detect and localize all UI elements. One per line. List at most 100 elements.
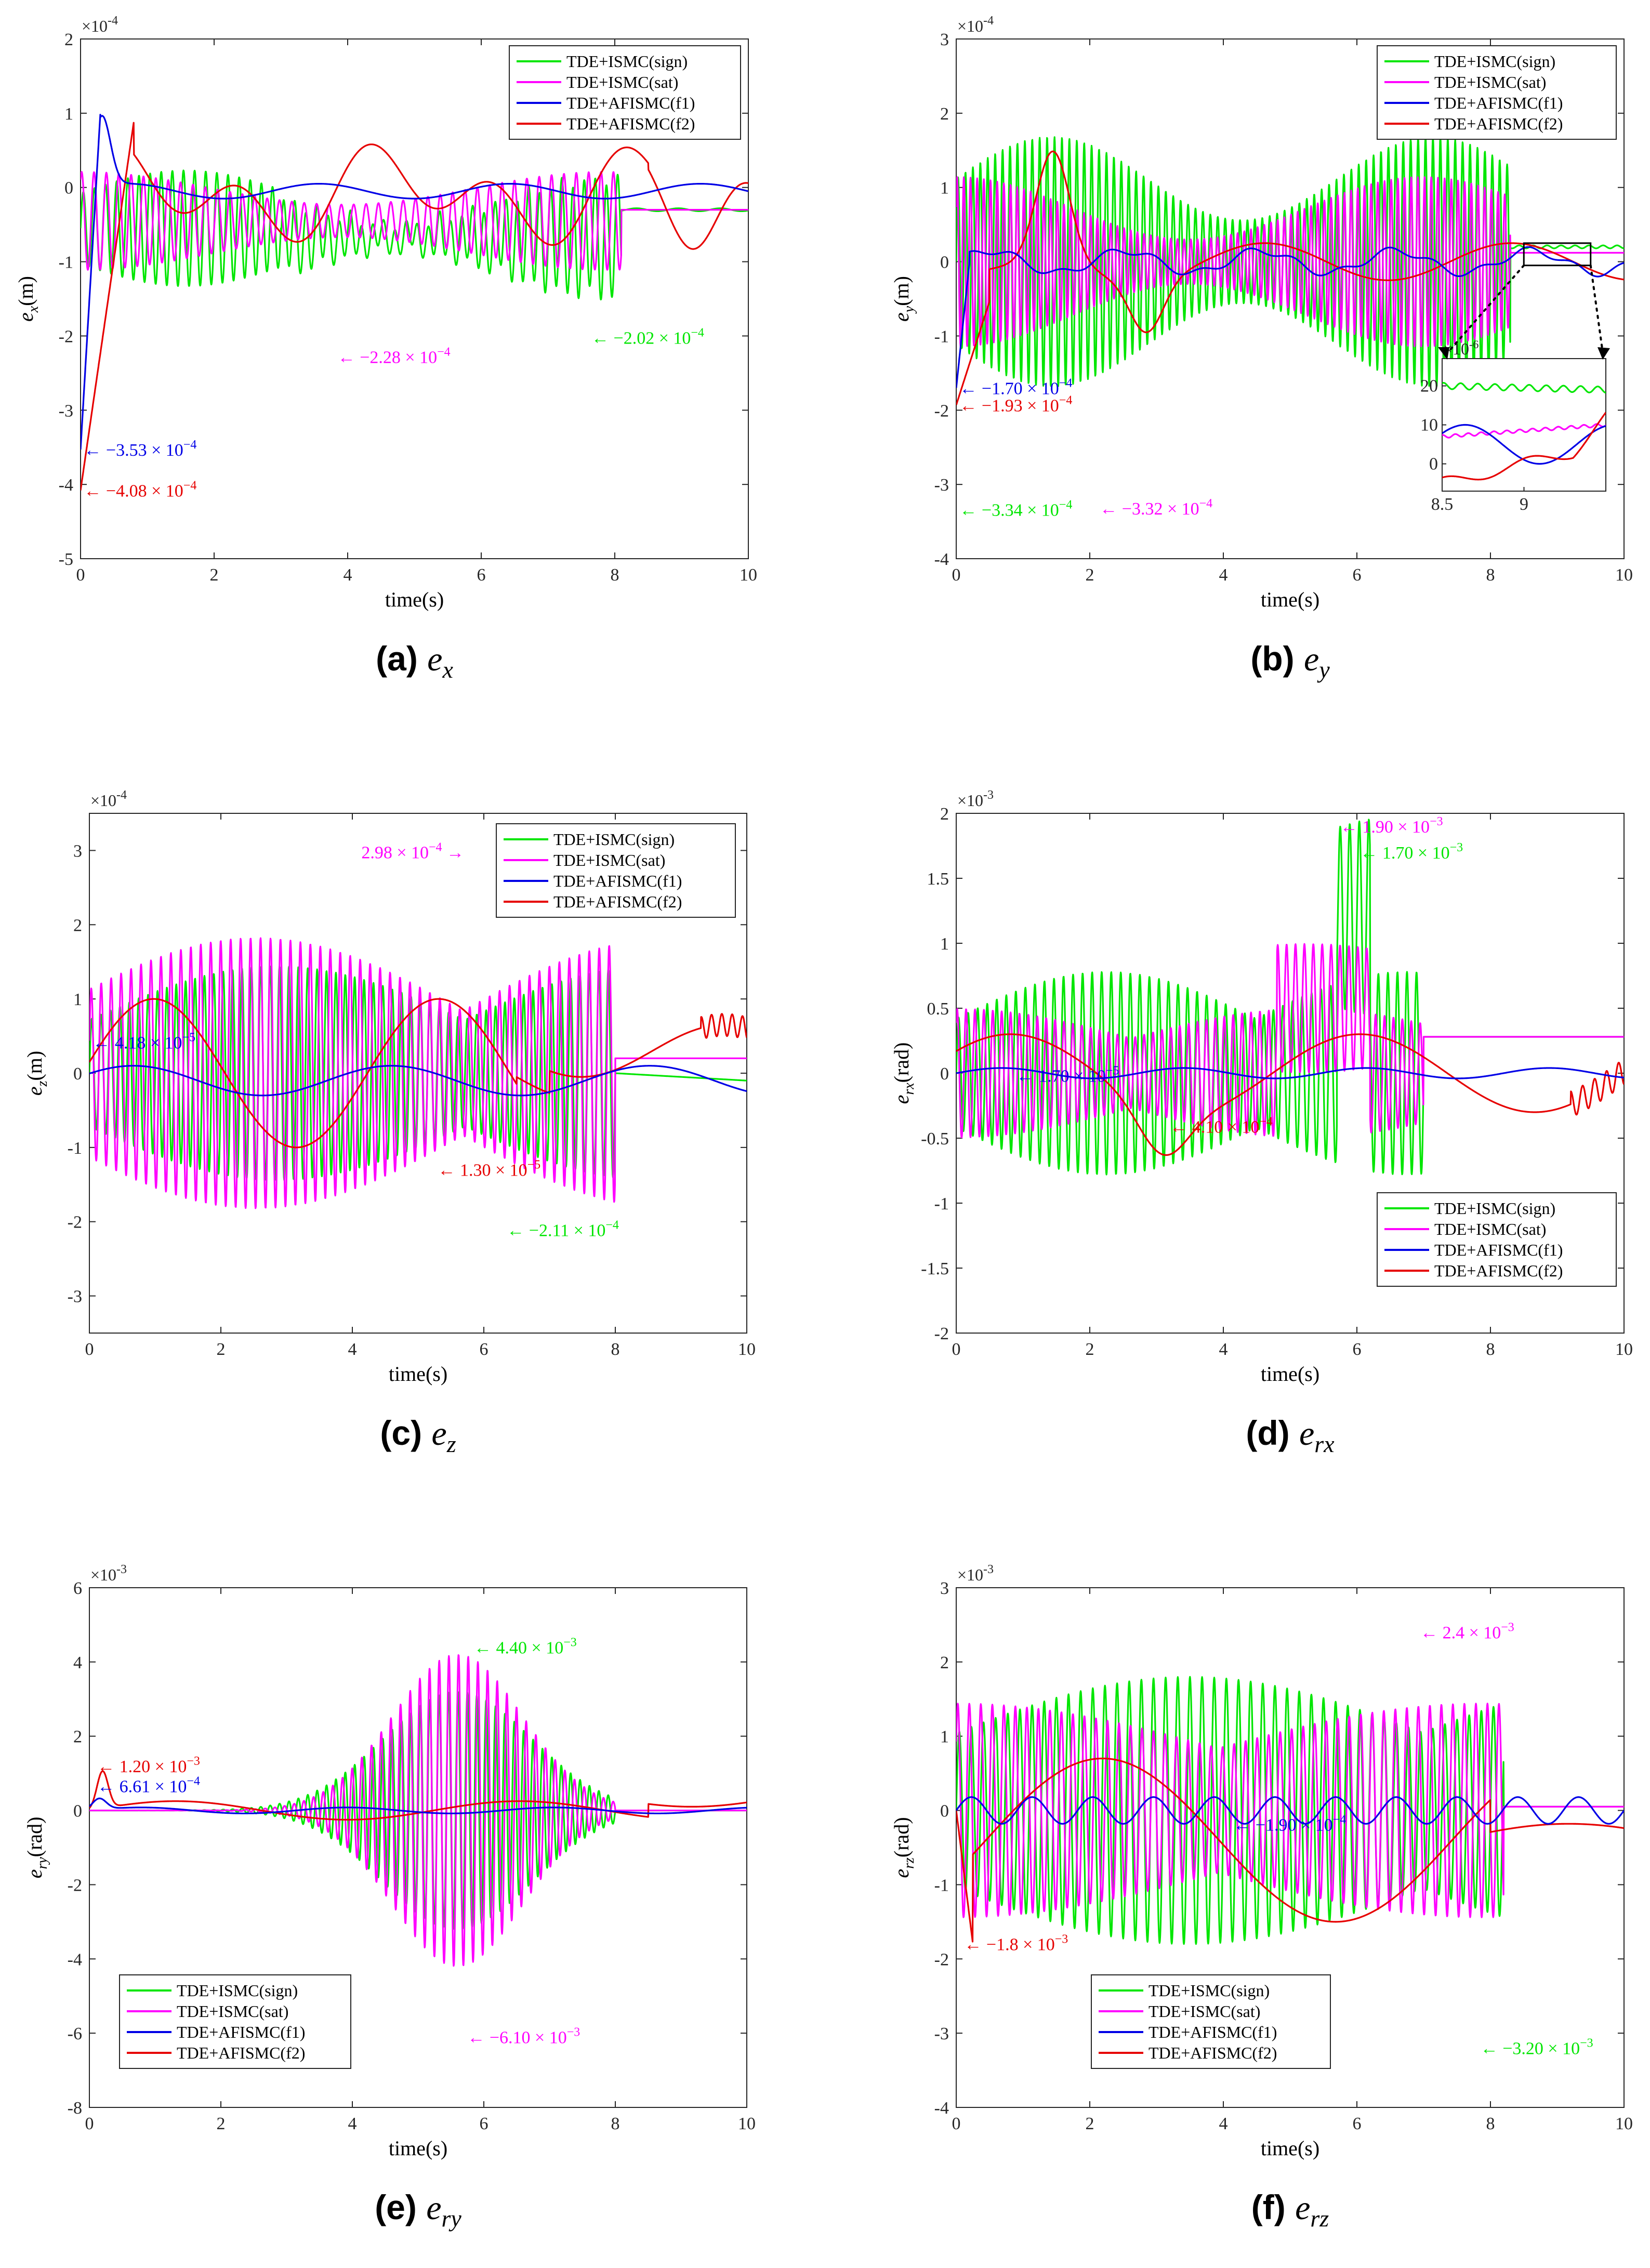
panel-c-ytick-label: 2 [73, 916, 82, 935]
panel-a-xtick-label: 8 [611, 565, 619, 585]
zoom-region-box [1523, 242, 1592, 267]
panel-a-legend-label: TDE+AFISMC(f2) [566, 114, 695, 133]
panel-d-xtick-label: 2 [1086, 1340, 1094, 1359]
panel-d-ytick-label: -1 [934, 1194, 949, 1214]
panel-b-xtick-label: 10 [1615, 565, 1633, 585]
panel-f-legend-label: TDE+ISMC(sat) [1149, 2002, 1260, 2021]
panel-c-plot-area [89, 937, 747, 1209]
panel-b-ytick-label: 3 [940, 30, 949, 49]
panel-d-ylabel: erx(rad) [890, 1043, 917, 1104]
panel-d-legend-label: TDE+AFISMC(f2) [1434, 1261, 1563, 1280]
panel-e-xtick-label: 2 [217, 2114, 226, 2133]
panel-e-xtick-label: 8 [611, 2114, 620, 2133]
zoom-connector-left [1444, 264, 1525, 357]
panel-b-xtick-label: 4 [1219, 565, 1228, 585]
panel-b-legend-label: TDE+AFISMC(f1) [1434, 94, 1563, 112]
panel-e-series-tde-afismc-f1- [89, 1797, 747, 1814]
panel-d: 0 2 4 6 8 10 2 1.5 1 0.5 0 -0.5 -1 -1.5 -2 ×10-3 time(s)… [890, 788, 1633, 1457]
panel-b-annotation: ← −1.70 × 10−4 [959, 376, 1072, 398]
panel-a-xtick-label: 0 [76, 565, 85, 585]
panel-a-ytick-label: -3 [59, 401, 73, 420]
inset-xtick-label: 8.5 [1431, 495, 1454, 514]
panel-d-ytick-label: 0 [940, 1064, 949, 1084]
panel-b-ytick-label: 2 [940, 104, 949, 124]
panel-e-annotation: ← 1.20 × 10−3 [97, 1755, 200, 1776]
panel-a-ytick-label: -4 [59, 476, 73, 495]
panel-e-ytick-label: 4 [73, 1653, 82, 1672]
panel-a-xtick-label: 6 [477, 565, 486, 585]
panel-e-annotation: ← −6.10 × 10−3 [467, 2025, 580, 2047]
panel-c-ytick-label: 1 [73, 990, 82, 1009]
panel-a-xlabel: time(s) [385, 588, 444, 611]
panel-c-series-tde-ismc-sat- [89, 937, 747, 1209]
panel-e-ytick-label: -2 [68, 1876, 82, 1895]
panel-e-series-tde-afismc-f2- [89, 1770, 747, 1821]
panel-d-xtick-label: 8 [1486, 1340, 1495, 1359]
panel-f-series-tde-ismc-sat- [956, 1703, 1624, 1918]
panel-f-ytick-label: 3 [940, 1579, 949, 1598]
panel-c-series-tde-afismc-f2- [89, 998, 747, 1149]
panel-f: 0 2 4 6 8 103210-1-2-3-4×10-3time(s)erz(rad)←… [890, 1563, 1633, 2232]
panel-b-ytick-label: -1 [934, 327, 949, 346]
panel-d-ytick-label: -0.5 [921, 1129, 949, 1149]
panel-a-series-tde-afismc-f2- [81, 122, 748, 491]
panel-f-legend-label: TDE+ISMC(sign) [1149, 1981, 1270, 2000]
panel-f-caption: (f) erz [1251, 2188, 1329, 2232]
panel-b-xtick-label: 6 [1353, 565, 1362, 585]
panel-c-legend-label: TDE+AFISMC(f1) [553, 872, 682, 890]
panel-e-ytick-label: 0 [73, 1802, 82, 1821]
panel-c-xlabel: time(s) [389, 1362, 447, 1386]
panel-f-xtick-label: 8 [1486, 2114, 1495, 2133]
panel-a-ytick-label: 0 [64, 179, 73, 198]
panel-f-ylabel: erz(rad) [890, 1817, 917, 1878]
zoom-connector-right [1589, 264, 1604, 357]
panel-e-xtick-label: 4 [348, 2114, 357, 2133]
panel-c-xtick-label: 8 [611, 1340, 620, 1359]
panel-f-ytick-label: 2 [940, 1653, 949, 1672]
panel-f-series-tde-afismc-f1- [956, 1796, 1624, 1825]
panel-c-ylabel: ez(m) [23, 1051, 50, 1096]
panel-f-ytick-label: 0 [940, 1802, 949, 1821]
panel-a-annotation: ← −2.28 × 10−4 [338, 345, 451, 367]
panel-a-legend-label: TDE+ISMC(sign) [566, 52, 688, 71]
panel-e-ytick-label: 6 [73, 1579, 82, 1598]
panel-f-annotation: ← −1.90 × 10−4 [1233, 1813, 1346, 1835]
panel-c-ytick-label: 0 [73, 1064, 82, 1084]
panel-c-legend-label: TDE+ISMC(sat) [553, 851, 665, 869]
panel-c-ytick-label: -2 [68, 1213, 82, 1232]
panel-d-annotation: ← 1.90 × 10−3 [1340, 815, 1443, 837]
panel-c-series-tde-afismc-f1- [89, 1065, 747, 1097]
panel-c-xtick-label: 0 [85, 1340, 94, 1359]
panel-d-ytick-label: 2 [940, 805, 949, 824]
panel-e-legend-label: TDE+AFISMC(f1) [177, 2023, 305, 2041]
panel-e-caption: (e) ery [375, 2188, 461, 2232]
panel-d-legend-label: TDE+ISMC(sign) [1434, 1199, 1555, 1218]
panel-b-annotation: ← −3.32 × 10−4 [1100, 497, 1212, 519]
panel-d-xtick-label: 10 [1615, 1340, 1633, 1359]
panel-d-xlabel: time(s) [1261, 1362, 1319, 1386]
panel-a-series-tde-afismc-f1- [81, 114, 748, 450]
panel-e-ylabel: ery(rad) [23, 1817, 50, 1879]
panel-c-caption: (c) ez [380, 1414, 456, 1457]
panel-a-xtick-label: 4 [344, 565, 352, 585]
panel-b-annotation: ← −1.93 × 10−4 [959, 393, 1072, 415]
panel-f-plot-area [956, 1676, 1624, 1945]
panel-f-xtick-label: 10 [1615, 2114, 1633, 2133]
panel-b-xtick-label: 2 [1086, 565, 1094, 585]
panel-d-caption: (d) erx [1246, 1414, 1335, 1457]
panel-e-legend: TDE+ISMC(sign) TDE+ISMC(sat) TDE+AFISMC(f1… [119, 1974, 351, 2069]
panel-b-ylabel: ey(m) [890, 276, 917, 322]
panel-b-series-tde-afismc-f2- [956, 150, 1624, 405]
panel-e: 0 2 4 6 8 10 6 4 2 0 -2 -4 -6 -8 ×10-3 time(s) ery(rad) ←… [23, 1563, 756, 2232]
arrow-icon [1438, 347, 1449, 360]
panel-a-legend: TDE+ISMC(sign) TDE+ISMC(sat) TDE+AFISMC(f1… [509, 45, 741, 140]
panel-a-annotation: ← −4.08 × 10−4 [84, 479, 196, 501]
panel-f-ytick-label: -4 [934, 2099, 949, 2118]
panel-f-xtick-label: 2 [1086, 2114, 1094, 2133]
inset-series-tde-afismc-f2- [1442, 412, 1606, 481]
panel-b-legend-label: TDE+AFISMC(f2) [1434, 114, 1563, 133]
arrow-icon [1598, 347, 1610, 360]
panel-d-xtick-label: 0 [952, 1340, 961, 1359]
